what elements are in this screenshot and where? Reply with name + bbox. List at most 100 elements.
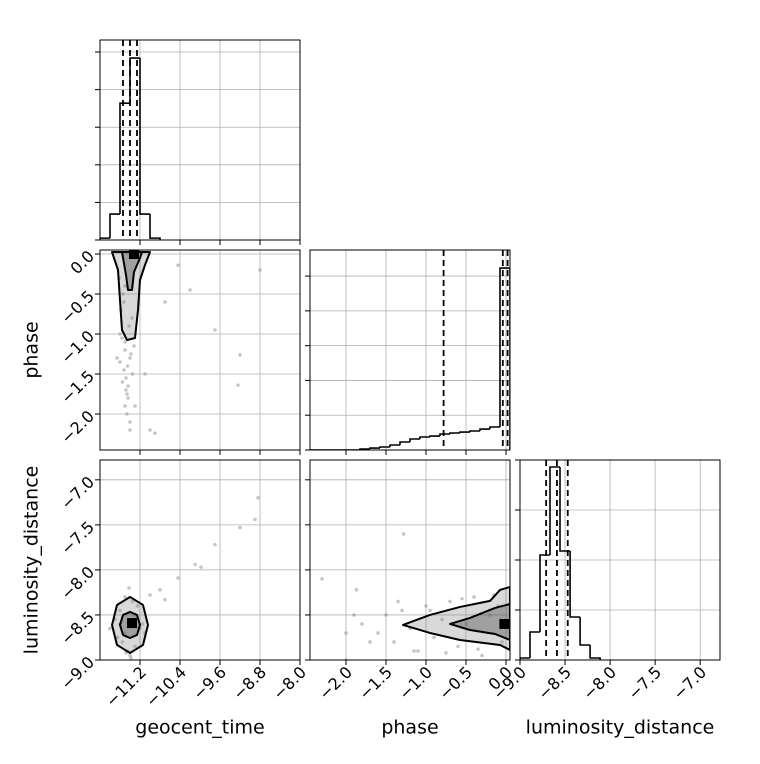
sample-point [118,360,122,364]
sample-point [120,640,125,644]
panel-frame [519,459,721,661]
sample-point [188,288,192,292]
sample-point [488,613,492,617]
density-peak [499,618,510,629]
sample-point [125,392,129,396]
sample-point [126,396,130,400]
sample-point [123,631,127,635]
sample-point [444,650,448,655]
x-tick-label: −1.0 [395,663,436,704]
panel-frame [309,249,511,451]
sample-point [128,356,132,360]
histogram-step [429,435,440,437]
panel [520,460,720,660]
histogram-step [149,214,161,240]
histogram-step [520,657,530,660]
density-contour [121,251,143,291]
sample-point [401,532,406,536]
sample-point [125,364,130,368]
sample-point [115,635,120,640]
sample-point [320,577,324,581]
histogram-step [469,430,480,433]
x-tick-label: −8.8 [229,663,270,704]
panel-frame [99,249,301,451]
sample-point [135,604,140,608]
sample-point [354,587,359,592]
sample-point [123,404,127,408]
density-peak [127,618,137,629]
histogram-step [419,436,430,440]
x-tick-label: −7.0 [669,663,710,704]
histogram-step [389,444,400,448]
sample-point [132,344,136,348]
histogram-step [529,631,540,658]
panel [100,40,300,240]
density-contour [402,585,510,651]
histogram-step [549,466,560,555]
panel-frame [309,459,511,661]
sample-point [133,644,137,649]
y-tick-label: −1.0 [57,327,98,368]
histogram-step [539,554,550,632]
x-tick-label: −7.5 [624,663,665,704]
sample-point [428,608,432,613]
sample-point [163,300,167,304]
sample-point [122,300,126,304]
y-axis-label: luminosity_distance [21,466,43,655]
sample-point [153,431,157,436]
panel-frame [99,459,301,661]
sample-point [238,353,242,357]
sample-point [120,336,124,340]
sample-point [213,328,217,332]
sample-point [118,332,122,336]
x-tick-label: −8.5 [534,663,575,704]
sample-point [148,428,152,432]
sample-point [238,525,242,530]
y-tick-label: −7.0 [57,472,98,513]
sample-point [129,352,133,356]
y-tick-label: 0.0 [67,247,98,278]
histogram-step [399,441,410,445]
x-tick-label: −10.4 [142,663,190,711]
sample-point [396,599,400,604]
x-axis-label: geocent_time [135,717,264,739]
panel [100,250,300,450]
sample-point [140,622,145,626]
sample-point [176,576,180,580]
histogram-step [569,551,581,618]
histogram-step [579,617,591,646]
sample-point [500,640,504,644]
panel [310,460,510,660]
sample-point [440,617,444,622]
sample-point [376,631,380,635]
sample-point [133,404,137,408]
sample-point [163,597,167,602]
y-tick-label: −8.5 [57,608,98,649]
sample-point [213,542,217,547]
sample-point [464,622,468,626]
histogram-step [139,58,150,215]
sample-point [123,284,127,288]
sample-point [148,593,152,597]
x-tick-label: −8.0 [269,663,310,704]
sample-point [124,388,128,392]
sample-point [128,428,132,432]
y-tick-label: −1.5 [57,367,98,408]
sample-point [472,595,476,599]
sample-point [424,604,428,608]
histogram-step [379,446,390,449]
x-tick-label: −11.2 [102,663,150,711]
histogram-step [499,267,510,450]
sample-point [120,380,125,384]
density-peak [129,250,139,259]
sample-point [258,268,262,272]
sample-point [127,324,131,328]
sample-point [129,656,133,660]
sample-point [448,599,452,604]
sample-point [400,608,404,613]
sample-point [158,587,162,592]
x-tick-label: −0.5 [435,663,476,704]
x-tick-label: −1.5 [355,663,396,704]
sample-point [416,649,420,653]
